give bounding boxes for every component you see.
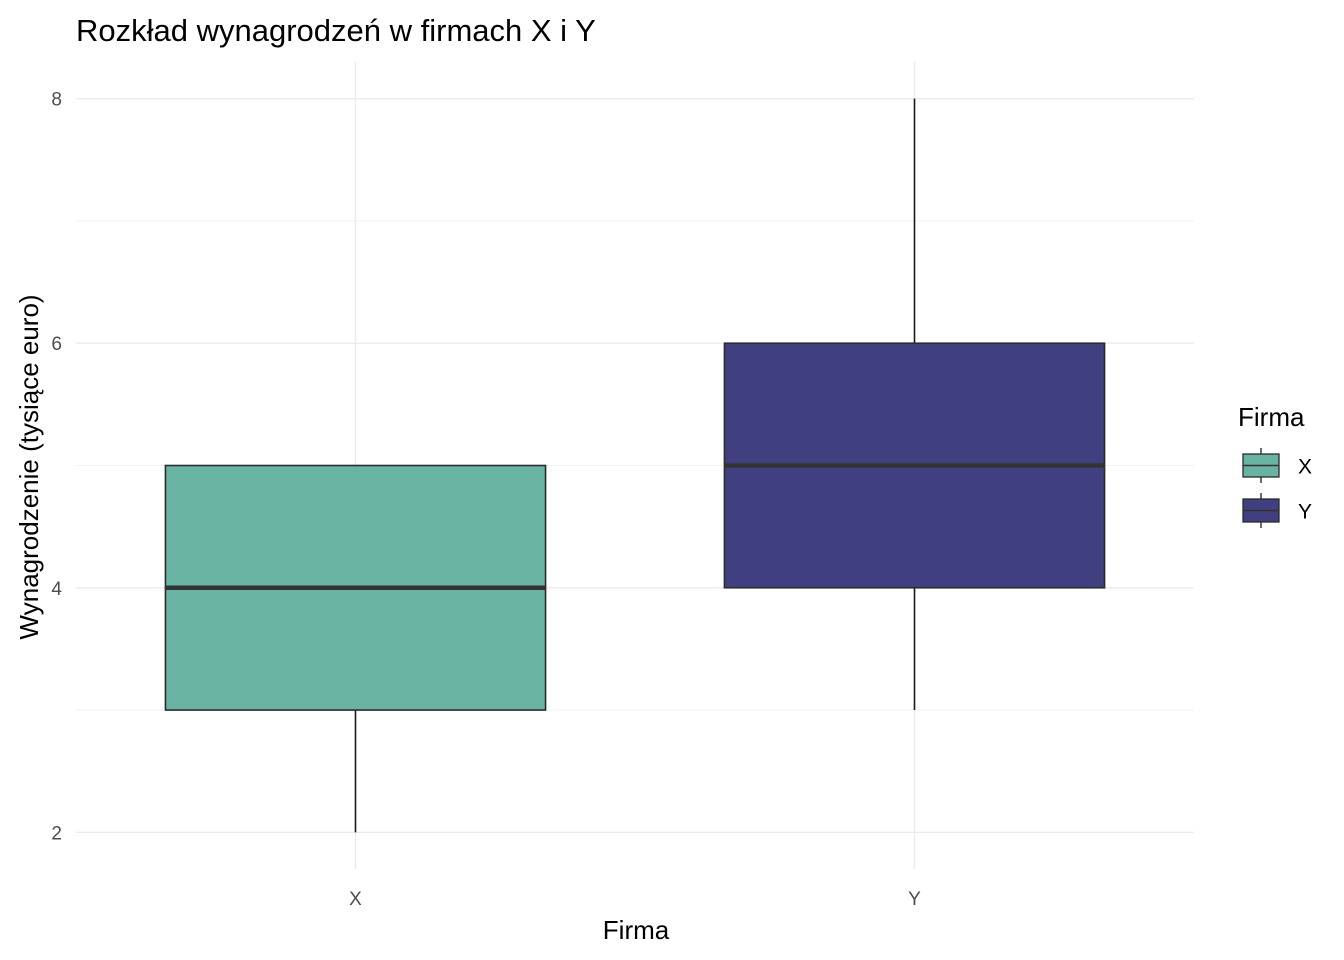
legend-label: X <box>1298 456 1312 479</box>
legend-key-X: X <box>1242 448 1312 483</box>
boxes <box>164 98 1106 833</box>
box-Y <box>723 98 1106 711</box>
legend: Firma XY <box>1238 402 1312 528</box>
y-tick-label: 4 <box>51 579 62 600</box>
tick-labels: 2 4 6 8 X Y <box>51 90 921 910</box>
x-tick-label: Y <box>908 889 921 910</box>
chart-title: Rozkład wynagrodzeń w firmach X i Y <box>76 13 596 48</box>
y-tick-label: 8 <box>51 90 62 111</box>
x-axis-title: Firma <box>603 915 670 945</box>
y-tick-label: 2 <box>51 823 62 844</box>
y-tick-label: 6 <box>51 334 62 355</box>
legend-label: Y <box>1298 501 1312 524</box>
legend-title: Firma <box>1238 402 1305 432</box>
legend-keys: XY <box>1242 448 1312 528</box>
legend-key-Y: Y <box>1242 493 1312 528</box>
box-X <box>164 464 547 833</box>
y-axis-title: Wynagrodzenie (tysiące euro) <box>14 294 44 639</box>
x-tick-label: X <box>349 889 362 910</box>
